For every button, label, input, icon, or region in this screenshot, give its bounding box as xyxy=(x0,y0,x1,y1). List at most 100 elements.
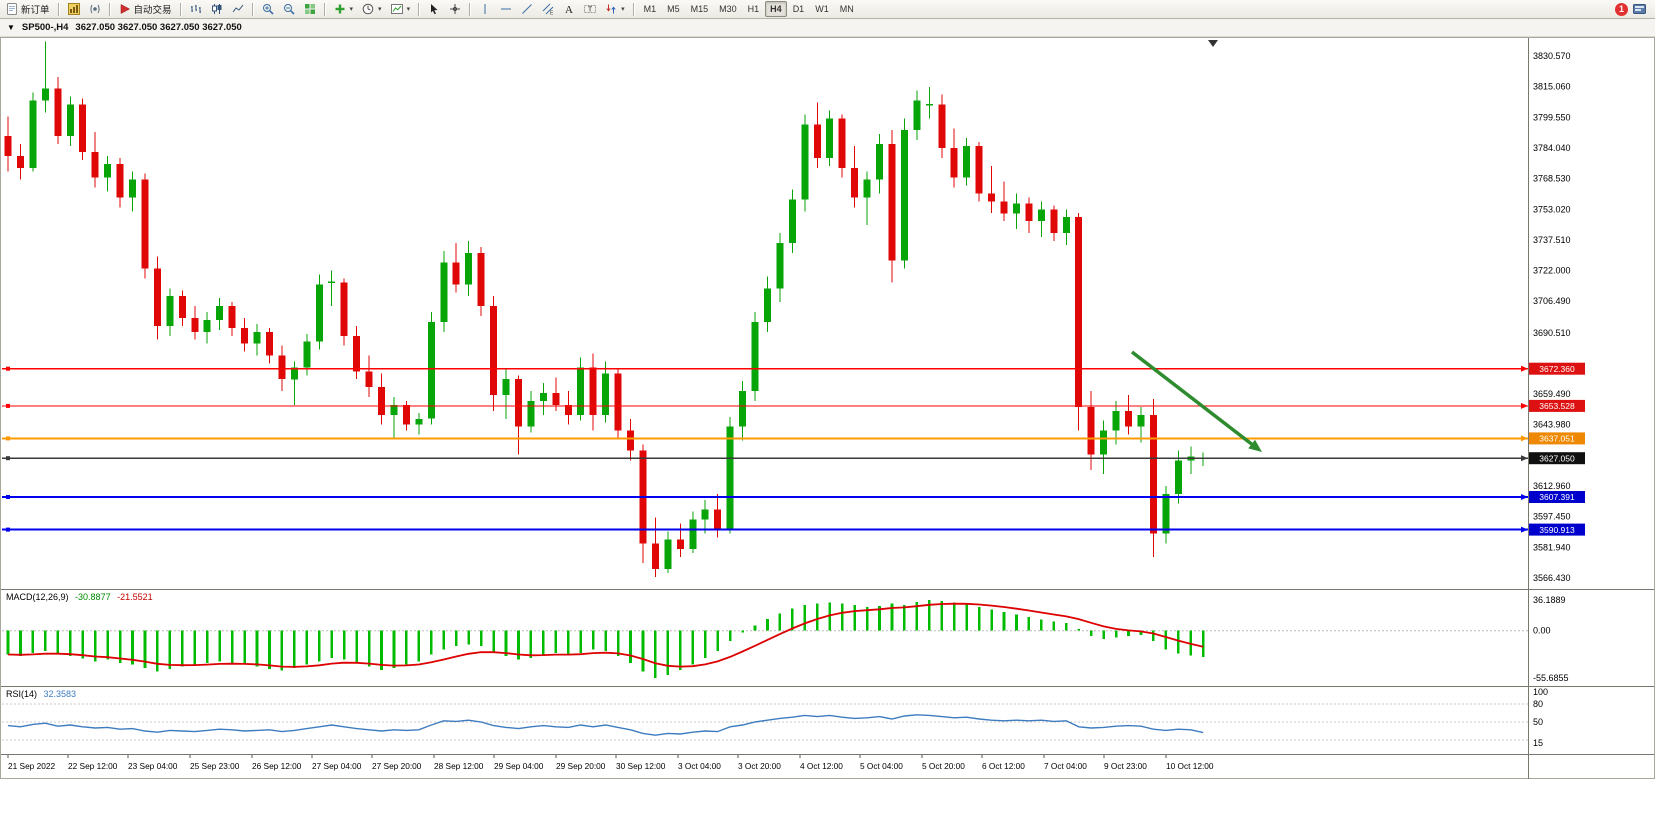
candle-body xyxy=(627,430,634,451)
toolbar-market-watch[interactable] xyxy=(64,0,84,18)
toolbar-vertical-line[interactable] xyxy=(475,0,495,18)
toolbar-separator xyxy=(632,2,635,16)
candle-body xyxy=(502,379,510,395)
price-axis-label: 3815.060 xyxy=(1533,82,1571,92)
candle-body xyxy=(1062,217,1070,233)
candle-body xyxy=(415,418,423,425)
toolbar-zoom-in[interactable] xyxy=(258,0,278,18)
toolbar-text[interactable]: A xyxy=(559,0,579,18)
macd-main-value: -30.8877 xyxy=(75,592,111,602)
price-tag-label: 3653.528 xyxy=(1539,401,1575,411)
candle-body xyxy=(365,371,373,388)
toolbar-templates[interactable]: ▾ xyxy=(387,0,415,18)
candle-body xyxy=(66,104,74,137)
one-click-expander[interactable]: ▼ xyxy=(7,23,15,32)
toolbar-periods[interactable]: ▾ xyxy=(358,0,386,18)
toolbar-horizontal-line[interactable] xyxy=(496,0,516,18)
notification-badge[interactable]: 1 xyxy=(1615,2,1628,16)
candle-body xyxy=(602,373,610,415)
price-tag-label: 3590.913 xyxy=(1539,525,1575,535)
line-axis-arrow xyxy=(1521,402,1528,409)
candle-body xyxy=(4,136,12,156)
toolbar-separator xyxy=(108,2,111,16)
toolbar-arrows[interactable]: ▾ xyxy=(601,0,629,18)
toolbar-candlestick-chart[interactable] xyxy=(207,0,227,18)
channel-icon: E xyxy=(542,3,554,15)
toolbar-new-order[interactable]: 新订单 xyxy=(3,0,54,18)
timeframe-m15[interactable]: M15 xyxy=(690,4,709,14)
candle-body xyxy=(16,155,24,168)
side-panel-icon[interactable] xyxy=(1633,3,1646,15)
candle-body xyxy=(402,404,410,425)
candle-body xyxy=(813,124,821,158)
zoom-in-icon xyxy=(262,3,274,15)
toolbar-bar-chart[interactable] xyxy=(186,0,206,18)
rsi-value: 32.3583 xyxy=(43,689,77,699)
toolbar-trendline[interactable] xyxy=(517,0,537,18)
candle-body xyxy=(527,401,535,427)
price-axis-label: 3799.550 xyxy=(1533,112,1571,122)
svg-text:E: E xyxy=(550,11,554,16)
price-tag xyxy=(1529,491,1585,503)
candle-body xyxy=(651,543,659,569)
price-tag xyxy=(1529,362,1585,375)
line-axis-arrow xyxy=(1521,494,1528,500)
candle-body xyxy=(1050,209,1058,233)
toolbar-crosshair[interactable] xyxy=(445,0,465,18)
caret-down-icon: ▾ xyxy=(621,6,625,13)
toolbar-indicators[interactable]: ▾ xyxy=(330,0,358,18)
timeframe-m30[interactable]: M30 xyxy=(719,4,737,14)
chart-ohlc-quotes: 3627.050 3627.050 3627.050 3627.050 xyxy=(75,22,242,33)
rsi-indicator-label: RSI(14) 32.3583 xyxy=(6,689,76,699)
timeframe-d1[interactable]: D1 xyxy=(792,4,805,14)
price-axis-label: 3784.040 xyxy=(1533,143,1571,153)
candle-body xyxy=(539,393,547,401)
candle-body xyxy=(1012,203,1020,214)
candle-body xyxy=(353,335,361,372)
candle-body xyxy=(938,104,946,149)
candle-body xyxy=(278,355,286,380)
candle-body xyxy=(153,268,161,326)
macd-axis-label: 36.1889 xyxy=(1533,595,1566,605)
timeframe-m5[interactable]: M5 xyxy=(667,4,680,14)
bars-icon xyxy=(190,3,202,15)
time-axis-label: 29 Sep 04:00 xyxy=(494,761,544,771)
toolbar-separator xyxy=(469,2,472,16)
svg-text:A: A xyxy=(565,4,573,15)
price-axis-label: 3643.980 xyxy=(1533,420,1571,430)
time-axis-label: 5 Oct 04:00 xyxy=(860,761,903,771)
candle-body xyxy=(1037,209,1045,222)
price-axis-label: 3737.510 xyxy=(1533,235,1571,245)
candle-body xyxy=(888,144,896,261)
candle-body xyxy=(788,199,796,243)
toolbar-line-chart[interactable] xyxy=(228,0,248,18)
timeframe-h4[interactable]: H4 xyxy=(765,1,787,17)
candle-body xyxy=(988,193,996,202)
candle-body xyxy=(676,539,684,550)
caret-down-icon: ▾ xyxy=(406,6,411,13)
timeframe-mn[interactable]: MN xyxy=(839,4,854,14)
candle-body xyxy=(228,306,236,328)
toolbar-text-label[interactable]: T xyxy=(580,0,600,18)
timeframe-m1[interactable]: M1 xyxy=(643,4,657,14)
toolbar-equidistant-channel[interactable]: E xyxy=(538,0,558,18)
candle-body xyxy=(315,284,323,342)
line-axis-arrow xyxy=(1521,455,1528,462)
toolbar-cursor[interactable] xyxy=(424,0,444,18)
trend-arrow-object[interactable] xyxy=(1130,350,1253,446)
candle-body xyxy=(900,130,908,261)
doc-icon xyxy=(7,3,18,15)
symbol-bar: ▼ SP500-,H4 3627.050 3627.050 3627.050 3… xyxy=(0,19,1655,37)
candle-body xyxy=(577,367,585,415)
toolbar-tile-windows[interactable] xyxy=(300,0,320,18)
toolbar-zoom-out[interactable] xyxy=(279,0,299,18)
toolbar-auto-trading[interactable]: 自动交易 xyxy=(115,0,176,18)
candle-body xyxy=(552,393,560,405)
timeframe-h1[interactable]: H1 xyxy=(747,4,760,14)
candle-body xyxy=(440,262,448,322)
timeframe-w1[interactable]: W1 xyxy=(815,4,829,14)
toolbar-signals[interactable] xyxy=(85,0,105,18)
candle-body xyxy=(241,327,249,344)
candle-body xyxy=(253,331,261,344)
